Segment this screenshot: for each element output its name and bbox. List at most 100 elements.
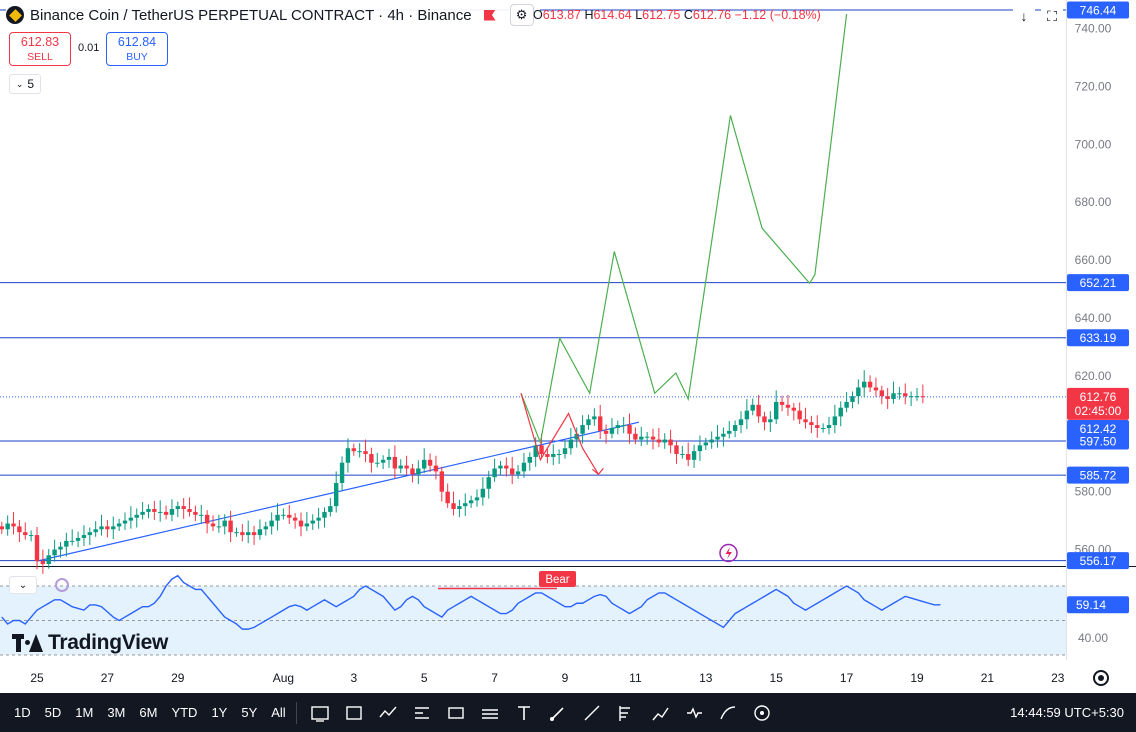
candle-body — [457, 506, 462, 510]
candle-body — [756, 404, 761, 417]
timeframe-1d[interactable]: 1D — [14, 705, 31, 720]
trend-line-icon[interactable] — [579, 700, 605, 726]
short-position-icon[interactable] — [443, 700, 469, 726]
candle-body — [820, 427, 826, 429]
candle-body — [163, 511, 169, 515]
rsi-line[interactable] — [1, 574, 941, 630]
price-label-bg — [1067, 387, 1129, 420]
candle-body — [803, 419, 808, 423]
candle-body — [727, 430, 732, 434]
y-tick-label: 620.00 — [1075, 369, 1112, 383]
price-chart[interactable]: 740.00720.00700.00680.00660.00640.00620.… — [0, 0, 1136, 693]
candle-body — [644, 436, 650, 438]
y-tick-label: 720.00 — [1075, 79, 1112, 93]
candle-body — [697, 445, 703, 452]
clock-display[interactable]: 14:44:59 UTC+5:30 — [1010, 705, 1124, 720]
candle-body — [598, 416, 603, 431]
candle-body — [445, 491, 450, 504]
symbol-title[interactable]: Binance Coin / TetherUS PERPETUAL CONTRA… — [30, 6, 472, 24]
parallel-channel-icon[interactable] — [477, 700, 503, 726]
timeframe-1m[interactable]: 1M — [75, 705, 94, 720]
timeframe-ytd[interactable]: YTD — [171, 705, 198, 720]
candle-body — [175, 506, 180, 510]
candle-body — [873, 387, 879, 391]
indicators-count: 5 — [27, 77, 35, 91]
candle-body — [292, 517, 298, 521]
timeframe-5y[interactable]: 5Y — [241, 705, 258, 720]
y-tick-label: 660.00 — [1075, 253, 1112, 267]
timeframe-3m[interactable]: 3M — [107, 705, 126, 720]
x-tick-label: 11 — [629, 671, 642, 685]
zoom-icon[interactable] — [749, 700, 775, 726]
candle-body — [744, 410, 750, 420]
pattern-icon[interactable] — [681, 700, 707, 726]
price-label-bg — [1067, 420, 1129, 437]
bear-badge: Bear — [545, 574, 569, 586]
candle-body — [87, 532, 92, 536]
indicators-toggle[interactable]: ⌄ 5 — [9, 74, 41, 94]
candle-body — [897, 393, 902, 395]
fullscreen-icon[interactable]: ⛶ — [1041, 5, 1063, 27]
low-value: 612.75 — [642, 8, 681, 22]
candle-body — [451, 503, 456, 510]
candle-body — [768, 419, 773, 423]
candle-body — [891, 393, 896, 400]
gear-icon[interactable] — [1093, 670, 1109, 686]
candle-body — [40, 561, 46, 565]
candle-body — [498, 465, 503, 469]
arrow-down-icon[interactable]: ↓ — [1013, 5, 1035, 27]
candle-body — [785, 404, 791, 408]
pitchfork-icon[interactable] — [647, 700, 673, 726]
path-icon[interactable] — [375, 700, 401, 726]
candle-body — [111, 526, 116, 530]
candle-body — [199, 514, 204, 516]
settings-sliders-icon[interactable]: ⚙ — [509, 4, 534, 26]
tradingview-logo[interactable]: TradingView — [12, 631, 168, 655]
timeframe-all[interactable]: All — [271, 705, 286, 720]
candle-body — [486, 477, 491, 489]
candle-body — [287, 514, 292, 518]
timeframe-6m[interactable]: 6M — [139, 705, 158, 720]
candle-body — [885, 396, 890, 400]
candle-body — [480, 488, 486, 498]
bnb-logo-icon — [6, 6, 24, 24]
timeframe-5d[interactable]: 5D — [44, 705, 62, 720]
lightning-icon[interactable] — [719, 543, 738, 563]
bearish-projection-path[interactable] — [520, 393, 599, 475]
candle-body — [574, 433, 579, 440]
text-icon[interactable] — [511, 700, 537, 726]
candle-body — [621, 425, 626, 427]
x-tick-label: 21 — [981, 671, 995, 685]
rsi-collapse-toggle[interactable]: ⌄ — [9, 576, 37, 594]
candle-body — [269, 520, 274, 527]
flag-icon[interactable] — [483, 9, 496, 21]
fib-icon[interactable] — [613, 700, 639, 726]
candle-body — [23, 532, 28, 536]
brush-icon[interactable] — [545, 700, 571, 726]
candle-body — [105, 526, 110, 530]
candle-body — [856, 387, 861, 397]
bullish-projection-path[interactable] — [520, 14, 848, 445]
long-position-icon[interactable] — [409, 700, 435, 726]
sell-button[interactable]: 612.83 SELL — [9, 32, 71, 66]
rectangle-icon[interactable] — [341, 700, 367, 726]
buy-button[interactable]: 612.84 BUY — [106, 32, 168, 66]
price-label: 556.17 — [1080, 554, 1117, 568]
candle-body — [691, 451, 697, 460]
candle-body — [492, 468, 497, 478]
candle-body — [920, 396, 926, 398]
candle-body — [404, 465, 409, 469]
close-value: 612.76 — [692, 8, 732, 22]
measure-icon[interactable] — [715, 700, 741, 726]
candle-body — [815, 425, 820, 428]
candle-body — [586, 419, 591, 426]
candle-body — [152, 509, 157, 512]
price-label-bg — [1067, 552, 1129, 570]
rsi-indicator-icon[interactable] — [55, 578, 69, 592]
open-value: 613.87 — [542, 8, 581, 22]
candle-body — [234, 532, 239, 534]
candle-body — [334, 482, 339, 507]
candle-body — [181, 506, 186, 510]
replay-icon[interactable] — [307, 700, 333, 726]
timeframe-1y[interactable]: 1Y — [211, 705, 228, 720]
